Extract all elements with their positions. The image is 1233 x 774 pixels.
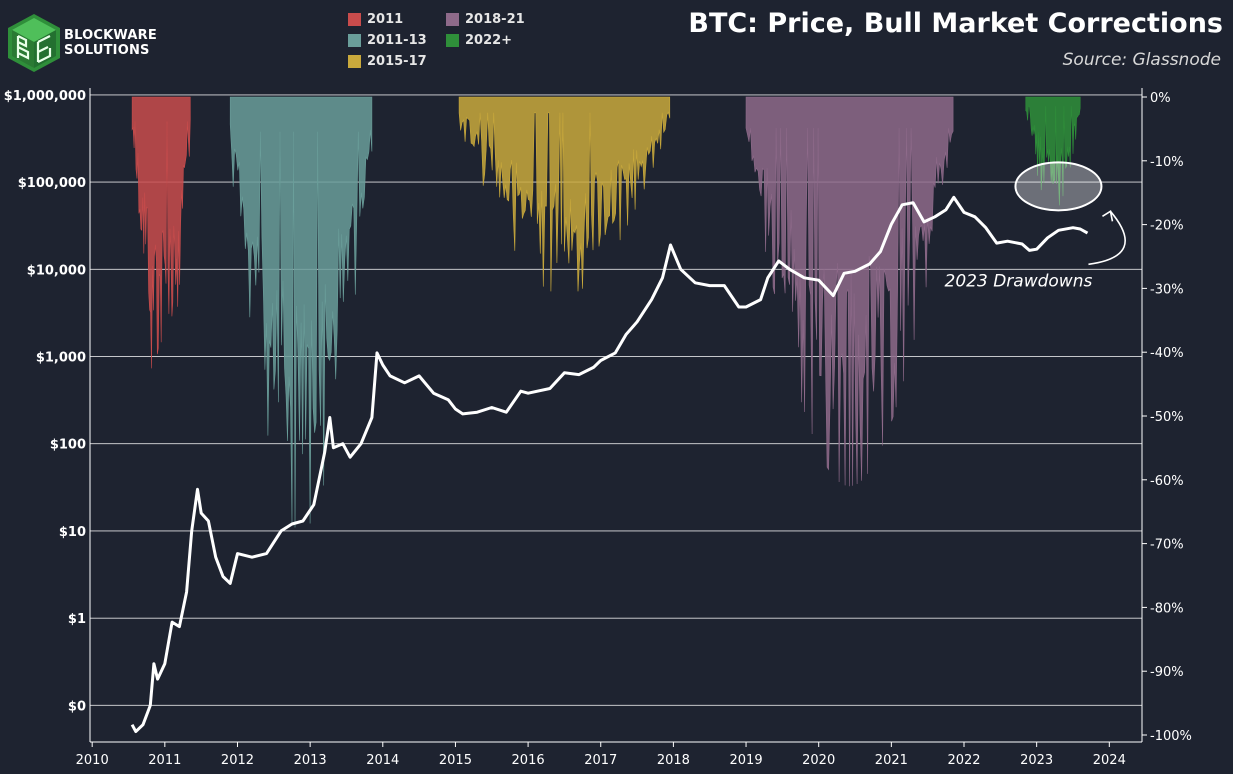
y-left-tick-label: $0 bbox=[68, 699, 86, 714]
x-tick-label: 2019 bbox=[730, 753, 763, 768]
legend-swatch-2011-13 bbox=[348, 34, 361, 47]
price-line-layer bbox=[130, 195, 1089, 734]
brand-name: BLOCKWARE SOLUTIONS bbox=[64, 28, 157, 58]
x-tick-label: 2022 bbox=[947, 753, 980, 768]
brand-name-line1: BLOCKWARE bbox=[64, 28, 157, 43]
drawdown-area-2018-21 bbox=[745, 96, 954, 487]
x-tick-label: 2024 bbox=[1093, 753, 1126, 768]
y-left-tick-label: $10 bbox=[59, 525, 86, 540]
blockware-cube-logo-icon bbox=[8, 14, 60, 72]
chart-legend: 2011 2011-13 2015-17 2018-21 2022+ bbox=[348, 12, 548, 72]
legend-label-2015-17: 2015-17 bbox=[367, 54, 427, 69]
x-tick-label: 2018 bbox=[657, 753, 690, 768]
x-tick-label: 2017 bbox=[584, 753, 617, 768]
x-tick-label: 2016 bbox=[512, 753, 545, 768]
drawdown-area-2011 bbox=[131, 96, 191, 369]
legend-item-2015-17: 2015-17 bbox=[348, 54, 427, 69]
y-left-tick-label: $10,000 bbox=[27, 263, 86, 278]
legend-item-2018-21: 2018-21 bbox=[446, 12, 525, 27]
x-tick-label: 2011 bbox=[148, 753, 181, 768]
y-right-tick-label: -90% bbox=[1150, 665, 1184, 680]
y-left-tick-label: $100 bbox=[50, 438, 86, 453]
price-line bbox=[130, 195, 1089, 734]
x-tick-label: 2015 bbox=[439, 753, 472, 768]
x-tick-label: 2020 bbox=[802, 753, 835, 768]
y-right-tick-label: -40% bbox=[1150, 346, 1184, 361]
y-right-tick-label: -20% bbox=[1150, 219, 1184, 234]
drawdown-area-2022-plus bbox=[1025, 96, 1081, 206]
drawdown-areas bbox=[131, 96, 1081, 528]
legend-swatch-2015-17 bbox=[348, 55, 361, 68]
x-tick-label: 2023 bbox=[1020, 753, 1053, 768]
annotation-label: 2023 Drawdowns bbox=[945, 271, 1093, 291]
annotation: 2023 Drawdowns bbox=[945, 161, 1126, 291]
legend-item-2011: 2011 bbox=[348, 12, 403, 27]
y-left-tick-label: $100,000 bbox=[18, 176, 86, 191]
annotation-arrow bbox=[1088, 210, 1126, 266]
y-right-tick-label: -80% bbox=[1150, 601, 1184, 616]
x-tick-label: 2010 bbox=[76, 753, 109, 768]
y-right-tick-label: -30% bbox=[1150, 282, 1184, 297]
y-right-tick-label: -60% bbox=[1150, 474, 1184, 489]
x-tick-label: 2013 bbox=[294, 753, 327, 768]
legend-label-2018-21: 2018-21 bbox=[465, 12, 525, 27]
y-right-tick-label: -100% bbox=[1150, 729, 1192, 744]
legend-item-2022-plus: 2022+ bbox=[446, 33, 512, 48]
annotation-arrowhead bbox=[1102, 210, 1114, 222]
y-right-tick-label: -50% bbox=[1150, 410, 1184, 425]
x-tick-label: 2021 bbox=[875, 753, 908, 768]
y-right-tick-label: -10% bbox=[1150, 155, 1184, 170]
brand-logo bbox=[4, 12, 164, 76]
drawdown-area-2011-13 bbox=[229, 96, 373, 528]
legend-swatch-2011 bbox=[348, 13, 361, 26]
y-left-tick-label: $1,000,000 bbox=[4, 89, 86, 104]
x-tick-label: 2012 bbox=[221, 753, 254, 768]
x-tick-label: 2014 bbox=[366, 753, 399, 768]
legend-label-2022-plus: 2022+ bbox=[465, 33, 513, 48]
y-right-tick-label: -70% bbox=[1150, 538, 1184, 553]
legend-label-2011-13: 2011-13 bbox=[367, 33, 427, 48]
legend-swatch-2022-plus bbox=[446, 34, 459, 47]
legend-item-2011-13: 2011-13 bbox=[348, 33, 427, 48]
chart-subtitle: Source: Glassnode bbox=[1062, 50, 1221, 70]
chart-title: BTC: Price, Bull Market Corrections bbox=[688, 8, 1223, 39]
y-right-tick-label: 0% bbox=[1150, 91, 1171, 106]
y-left-tick-label: $1,000 bbox=[36, 351, 86, 366]
annotation-ellipse bbox=[1014, 161, 1103, 212]
legend-label-2011: 2011 bbox=[367, 12, 404, 27]
axes: $1,000,000 $100,000 $10,000 $1,000 $100 $10 $1… bbox=[4, 88, 1192, 768]
brand-name-line2: SOLUTIONS bbox=[64, 43, 150, 58]
drawdown-area-2015-17 bbox=[458, 96, 671, 292]
y-left-tick-label: $1 bbox=[68, 612, 86, 627]
legend-swatch-2018-21 bbox=[446, 13, 459, 26]
